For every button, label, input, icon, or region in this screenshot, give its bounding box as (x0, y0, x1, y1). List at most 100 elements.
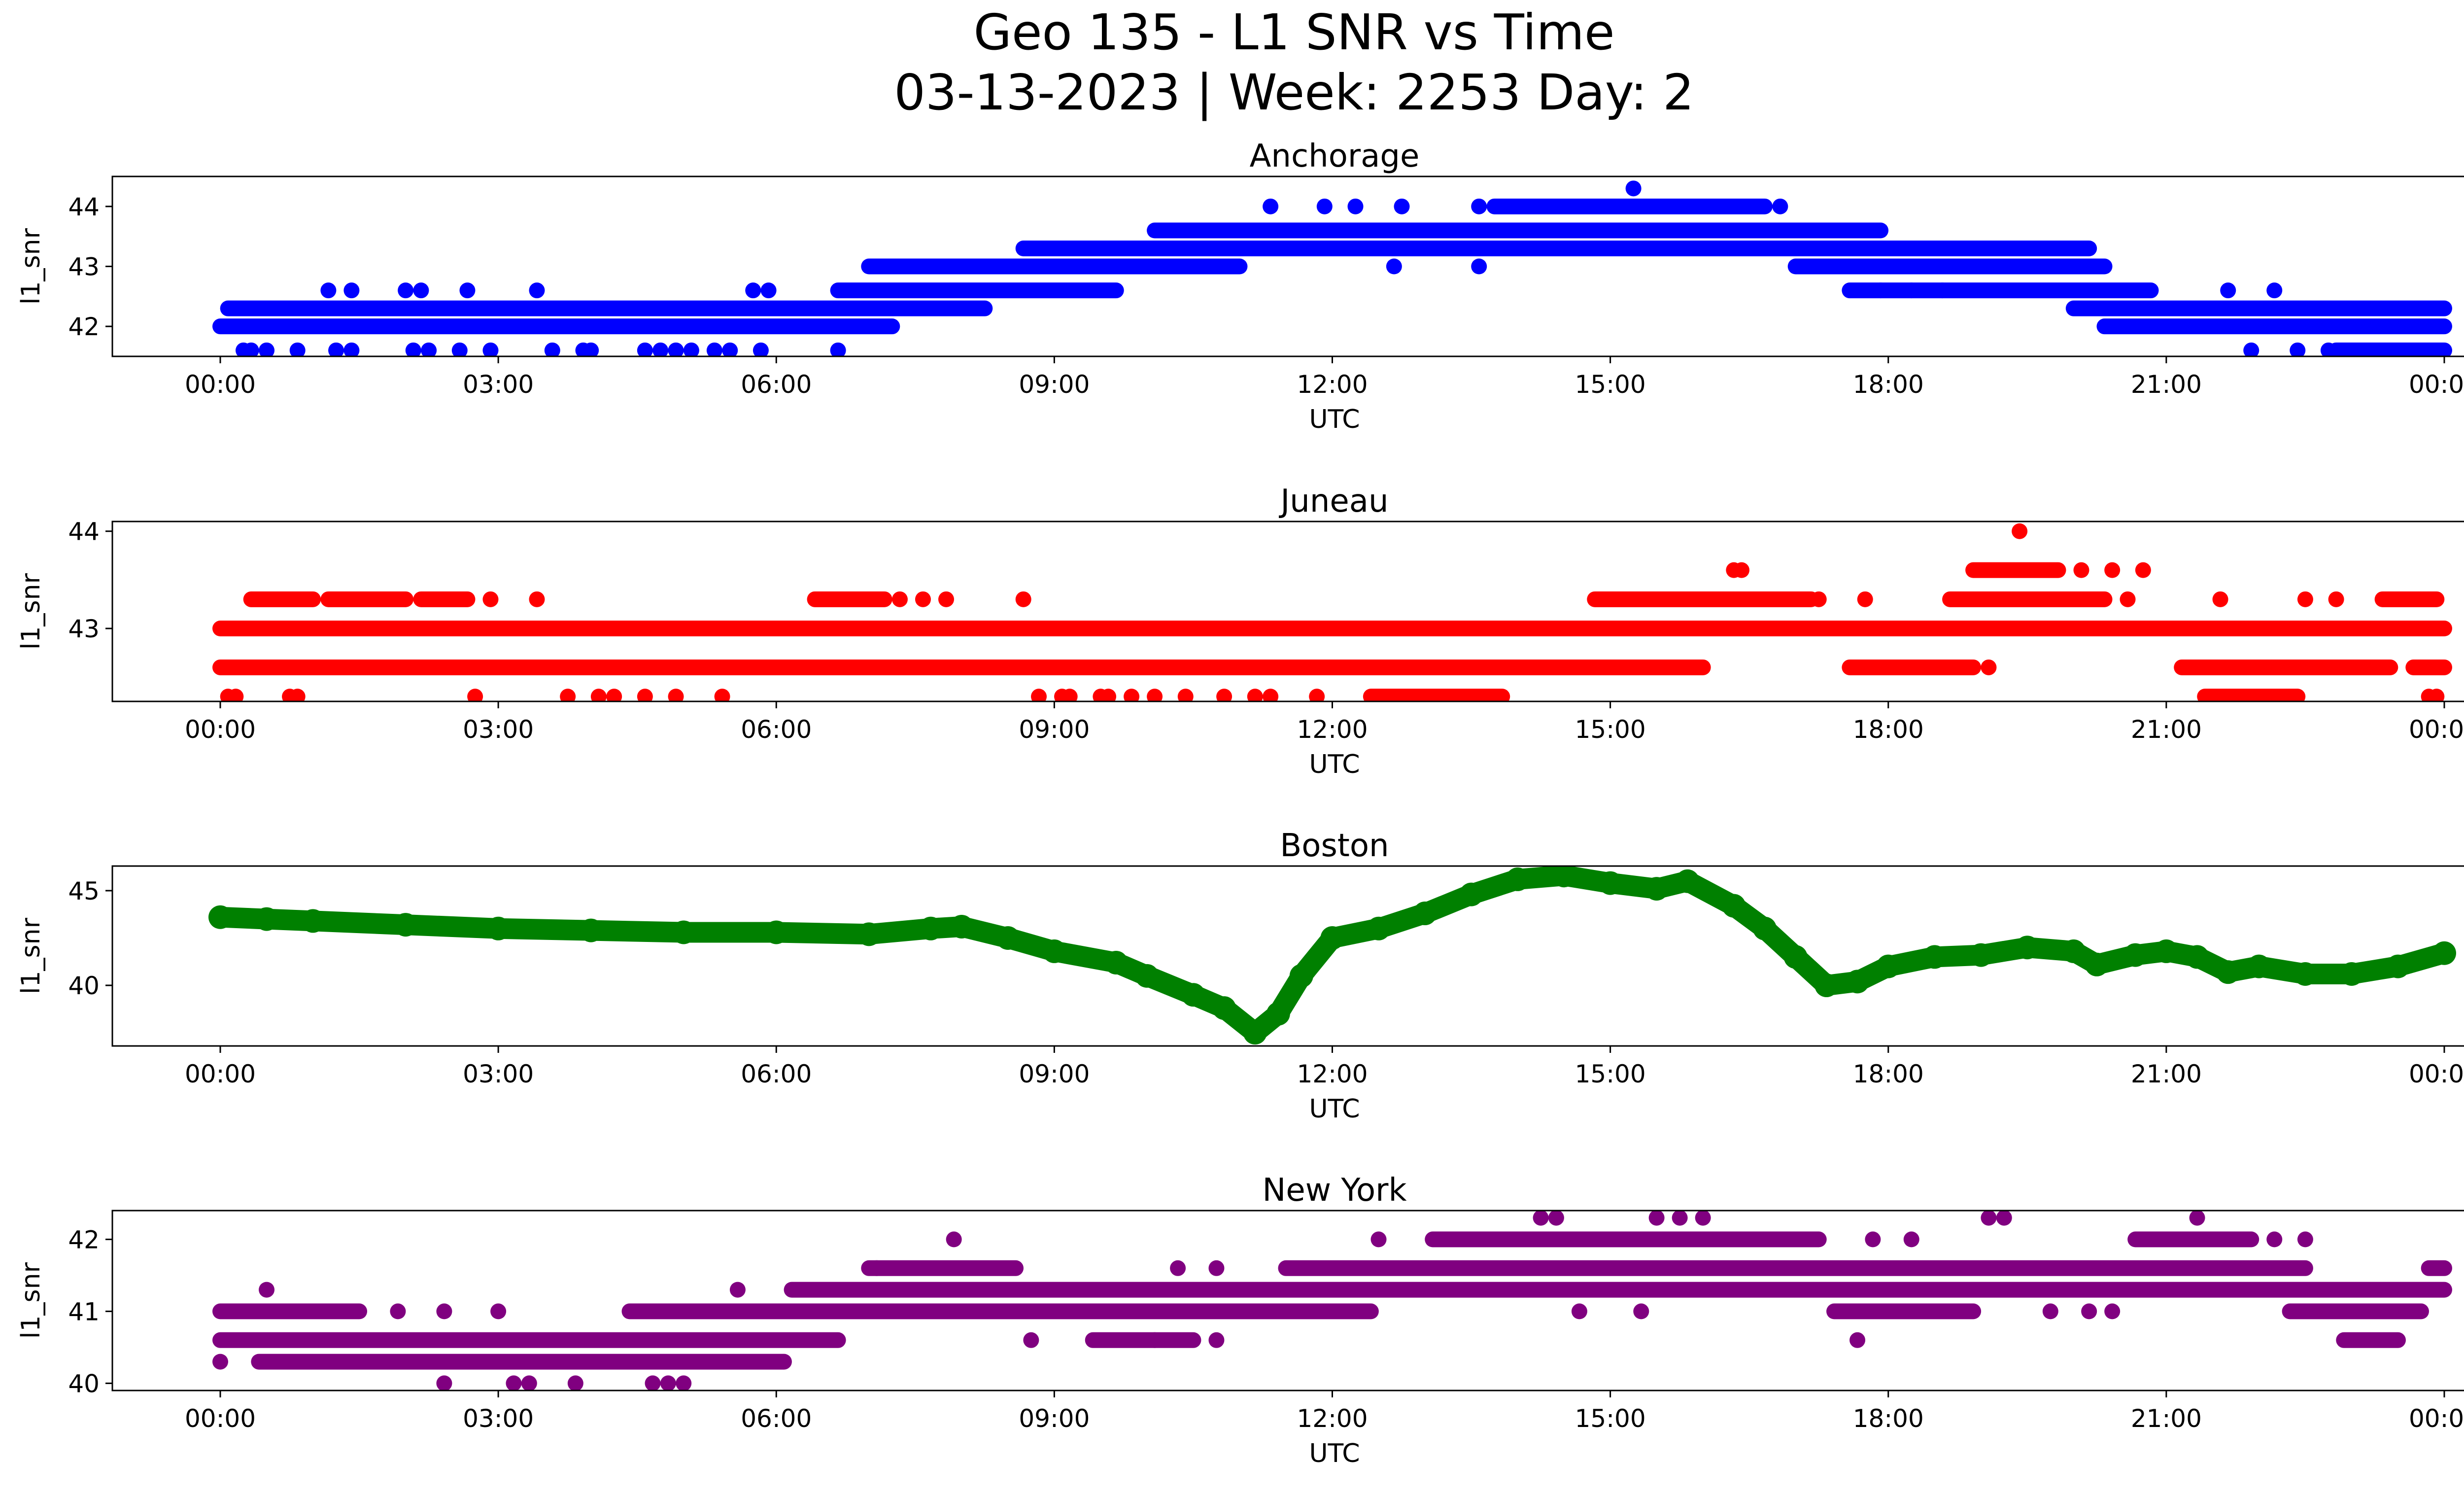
scatter-point (1753, 916, 1777, 940)
y-tick-label: 40 (68, 972, 100, 1000)
x-tick-label: 12:00 (1297, 715, 1368, 744)
x-tick-label: 09:00 (1019, 715, 1090, 744)
scatter-point (637, 689, 653, 701)
scatter-point (760, 282, 777, 299)
scatter-point (529, 282, 545, 299)
scatter-point (714, 689, 730, 701)
scatter-point (1506, 867, 1530, 891)
scatter-point (1571, 1303, 1587, 1320)
subplot-new-york: New York 00:00 03:00 06:00 09:00 12:00 15:00 18… (16, 1172, 2464, 1468)
scatter-points (208, 866, 2456, 1045)
scatter-point (1212, 996, 1236, 1020)
scatter-point (645, 1375, 661, 1391)
scatter-point (1695, 1211, 1711, 1226)
scatter-point (857, 922, 881, 946)
scatter-point (467, 689, 483, 701)
scatter-point (451, 342, 468, 356)
y-tick-label: 42 (68, 1225, 100, 1254)
x-tick-label: 18:00 (1853, 715, 1924, 744)
scatter-points (212, 180, 2452, 356)
x-axis-label: UTC (1309, 1094, 1360, 1124)
scatter-point (2297, 591, 2313, 607)
scatter-point (1644, 877, 1669, 901)
scatter-point (2042, 1303, 2058, 1320)
scatter-point (2320, 342, 2336, 356)
scatter-point (2212, 591, 2228, 607)
scatter-point (1263, 689, 1279, 701)
scatter-point (2012, 523, 2028, 539)
scatter-point (891, 591, 908, 607)
scatter-point (289, 342, 306, 356)
scatter-point (243, 342, 259, 356)
scatter-point (320, 282, 337, 299)
x-tick-label: 21:00 (2131, 1060, 2202, 1088)
scatter-point (1772, 198, 1788, 214)
scatter-point (1347, 198, 1364, 214)
x-tick-label: 00:00 (185, 1404, 256, 1433)
scatter-point (1367, 916, 1391, 940)
subplot-boston: Boston 00:00 03:00 06:00 09:00 12:00 15:00 18:0… (16, 828, 2464, 1124)
scatter-point (950, 914, 974, 939)
x-tick-label: 21:00 (2131, 1404, 2202, 1433)
scatter-point (521, 1375, 537, 1391)
scatter-point (1394, 198, 1410, 214)
scatter-point (1266, 1002, 1290, 1026)
scatter-point (706, 342, 722, 356)
scatter-point (1783, 945, 1808, 969)
scatter-point (946, 1231, 962, 1248)
scatter-point (1981, 1211, 1997, 1226)
x-tick-label: 21:00 (2131, 715, 2202, 744)
x-tick-label: 00:00 (2409, 370, 2464, 399)
scatter-point (289, 689, 306, 701)
scatter-point (1722, 894, 1746, 918)
scatter-point (729, 1282, 746, 1298)
scatter-point (1170, 1260, 1186, 1276)
scatter-point (390, 1303, 406, 1320)
scatter-point (560, 689, 576, 701)
scatter-point (1687, 241, 1703, 256)
x-tick-label: 15:00 (1575, 1060, 1646, 1088)
scatter-point (2185, 945, 2209, 969)
scatter-point (938, 591, 954, 607)
x-tick-label: 03:00 (463, 715, 534, 744)
scatter-point (1023, 1332, 1039, 1348)
scatter-point (343, 342, 360, 356)
scatter-point (637, 342, 653, 356)
scatter-point (2243, 342, 2259, 356)
scatter-point (2293, 962, 2317, 986)
subplot-title: New York (1262, 1172, 1406, 1209)
scatter-point (343, 282, 360, 299)
scatter-point (482, 342, 499, 356)
scatter-point (2120, 591, 2136, 607)
scatter-point (1934, 282, 1951, 299)
scatter-point (2015, 936, 2039, 960)
scatter-point (583, 342, 599, 356)
scatter-point (1316, 198, 1333, 214)
scatter-point (1811, 591, 1827, 607)
scatter-point (676, 1375, 692, 1391)
scatter-point (1370, 1231, 1387, 1248)
x-tick-label: 18:00 (1853, 1404, 1924, 1433)
x-tick-label: 09:00 (1019, 370, 1090, 399)
x-tick-label: 15:00 (1575, 715, 1646, 744)
scatter-point (1903, 282, 1919, 299)
scatter-point (996, 926, 1020, 950)
scatter-point (1289, 964, 1313, 988)
x-tick-label: 15:00 (1575, 1404, 1646, 1433)
scatter-point (1814, 973, 1839, 998)
scatter-point (668, 689, 684, 701)
scatter-point (1247, 689, 1263, 701)
scatter-point (1625, 180, 1642, 197)
scatter-point (2061, 939, 2086, 963)
scatter-point (915, 591, 931, 607)
x-tick-label: 00:00 (2409, 1404, 2464, 1433)
x-tick-label: 06:00 (741, 1404, 812, 1433)
scatter-point (328, 342, 344, 356)
scatter-point (1922, 945, 1947, 969)
scatter-point (255, 907, 279, 931)
scatter-point (2328, 591, 2344, 607)
axes-frame (111, 1210, 2464, 1391)
y-tick-label: 42 (68, 313, 100, 341)
x-tick-label: 03:00 (463, 370, 534, 399)
scatter-point (1849, 1332, 1866, 1348)
